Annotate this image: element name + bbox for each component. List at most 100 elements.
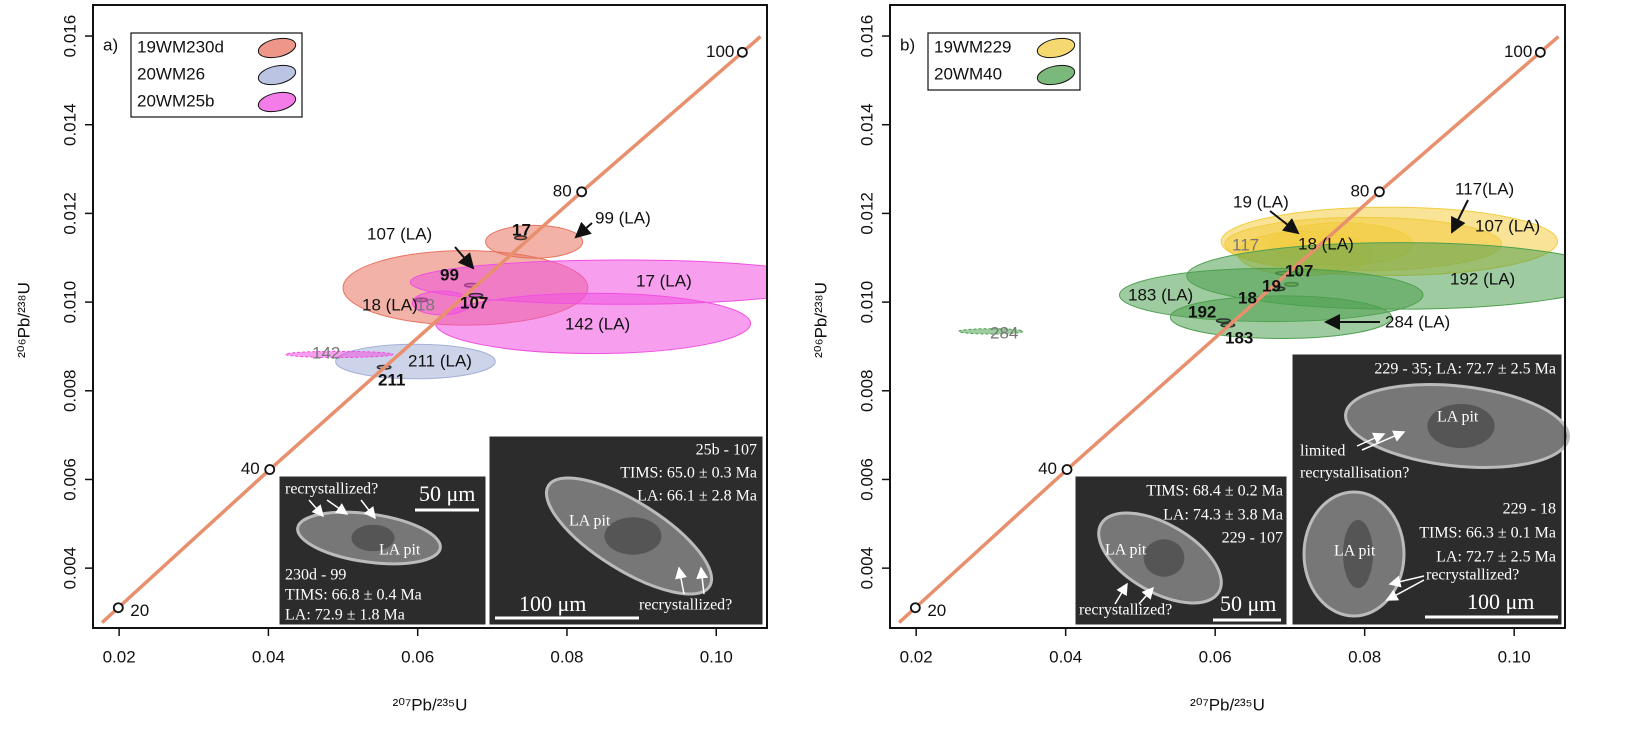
- age-label: 80: [1350, 181, 1369, 200]
- ellipse-label: 99: [440, 265, 459, 284]
- inset-text: 25b - 107: [696, 442, 757, 459]
- legend-label: 20WM25b: [137, 91, 214, 110]
- ellipse-label: 107: [460, 293, 488, 312]
- age-label: 100: [1504, 42, 1532, 61]
- y-tick-label: 0.010: [857, 281, 876, 324]
- ellipse-label: 142 (LA): [565, 314, 630, 333]
- y-tick-label: 0.004: [60, 547, 79, 590]
- y-tick-label: 0.006: [60, 458, 79, 501]
- y-tick-label: 0.008: [857, 369, 876, 412]
- inset-text: 229 - 18: [1503, 501, 1556, 518]
- inset-text: recrystallized?: [639, 597, 732, 614]
- y-tick-label: 0.012: [60, 192, 79, 235]
- ellipse-label: 192 (LA): [1450, 269, 1515, 288]
- inset-arrow: [1114, 582, 1128, 605]
- inset-arrow: [1388, 575, 1425, 588]
- ellipse-label: 17: [512, 220, 531, 239]
- panel-label: b): [900, 35, 915, 54]
- legend-label: 20WM40: [934, 64, 1002, 83]
- inset-arrow: [360, 499, 376, 520]
- arrow: [1451, 199, 1469, 234]
- y-tick-label: 0.016: [857, 15, 876, 58]
- age-label: 20: [927, 601, 946, 620]
- inset-image: TIMS: 68.4 ± 0.2 Ma LA: 74.3 ± 3.8 Ma 229 …: [1074, 475, 1288, 626]
- inset-image: 229 - 35; LA: 72.7 ± 2.5 Ma LA pit limited…: [1291, 353, 1570, 626]
- concordia-line: [914, 50, 1542, 610]
- inset-text: LA: 72.7 ± 2.5 Ma: [1436, 549, 1556, 566]
- legend-label: 19WM229: [934, 37, 1011, 56]
- ellipse-label: 192: [1188, 302, 1216, 321]
- legend-swatch: [1036, 64, 1076, 86]
- inset-arrow: [1138, 586, 1154, 605]
- concordia-point: [1373, 186, 1385, 198]
- inset-text: recrystallized?: [1426, 567, 1519, 584]
- ellipse-label: 107 (LA): [1475, 216, 1540, 235]
- y-tick-label: 0.008: [60, 369, 79, 412]
- inset-text: LA: 74.3 ± 3.8 Ma: [1163, 507, 1283, 524]
- ellipse-label: 18 (LA): [1298, 234, 1354, 253]
- y-axis-label: ²⁰⁶Pb/²³⁸U: [14, 282, 33, 358]
- inset-text: 100 μm: [519, 591, 586, 616]
- inset-arrow: [1385, 579, 1425, 601]
- x-tick-label: 0.08: [550, 647, 583, 666]
- concordia-point: [1534, 46, 1546, 58]
- legend-swatch: [257, 37, 297, 59]
- legend-swatch: [257, 91, 297, 113]
- age-label: 40: [241, 459, 260, 478]
- x-tick-label: 0.04: [1049, 647, 1082, 666]
- ellipse-label: 18: [416, 295, 435, 314]
- ellipse-label: 18 (LA): [362, 295, 418, 314]
- inset-text: LA: 66.1 ± 2.8 Ma: [637, 488, 757, 505]
- inset-text: recrystallized?: [1079, 602, 1172, 619]
- x-tick-label: 0.02: [900, 647, 933, 666]
- tims-ellipse: [1215, 318, 1231, 324]
- concordia-line: [117, 50, 744, 610]
- inset-arrow: [1361, 430, 1406, 451]
- ellipse-label: 107 (LA): [367, 224, 432, 243]
- x-tick-label: 0.10: [700, 647, 733, 666]
- ellipse-label: 19 (LA): [1233, 192, 1289, 211]
- legend-label: 19WM230d: [137, 37, 224, 56]
- la-pit: [604, 517, 662, 555]
- tims-ellipse: [513, 235, 528, 241]
- x-tick-label: 0.04: [252, 647, 285, 666]
- concordia-point: [909, 602, 921, 614]
- inset-text: LA pit: [379, 542, 421, 559]
- x-tick-label: 0.02: [103, 647, 136, 666]
- ellipse-label: 211: [378, 370, 405, 389]
- age-label: 80: [553, 181, 572, 200]
- y-tick-label: 0.010: [60, 281, 79, 324]
- inset-text: LA pit: [1437, 409, 1479, 426]
- plot-frame: [889, 4, 1566, 629]
- inset-image: recrystallized? 50 μm LA pit 230d - 99 TIMS:…: [278, 475, 487, 626]
- inset-arrow: [1356, 432, 1386, 447]
- panel-label: a): [103, 35, 118, 54]
- ellipse-label: 284 (LA): [1385, 312, 1450, 331]
- plot-frame: [92, 4, 768, 629]
- ellipse: [485, 224, 584, 259]
- inset-text: LA: 72.9 ± 1.8 Ma: [285, 607, 405, 624]
- inset-arrow: [696, 566, 709, 595]
- arrow: [1269, 210, 1300, 235]
- concordia-point: [112, 602, 124, 614]
- ellipse-label: 19: [1262, 276, 1281, 295]
- inset-arrow: [308, 499, 324, 518]
- la-pit: [1427, 404, 1495, 448]
- ellipse-label: 117(LA): [1455, 179, 1514, 198]
- ellipse-label: 142: [312, 343, 340, 362]
- inset-image: 25b - 107 TIMS: 65.0 ± 0.3 Ma LA: 66.1 ± 2…: [488, 435, 764, 626]
- age-label: 100: [706, 42, 734, 61]
- ellipse-label: 17 (LA): [636, 271, 692, 290]
- ellipse-label: 18: [1238, 288, 1257, 307]
- plot-area: [285, 224, 767, 380]
- y-tick-label: 0.014: [60, 103, 79, 146]
- ellipse-label: 211 (LA): [408, 351, 472, 370]
- age-label: 20: [130, 601, 149, 620]
- ellipse-label: 99 (LA): [595, 208, 651, 227]
- x-tick-label: 0.06: [401, 647, 434, 666]
- inset-text: 50 μm: [419, 481, 475, 506]
- inset-arrow: [326, 499, 349, 515]
- ellipse-label: 284: [990, 323, 1018, 342]
- arrow: [574, 221, 593, 239]
